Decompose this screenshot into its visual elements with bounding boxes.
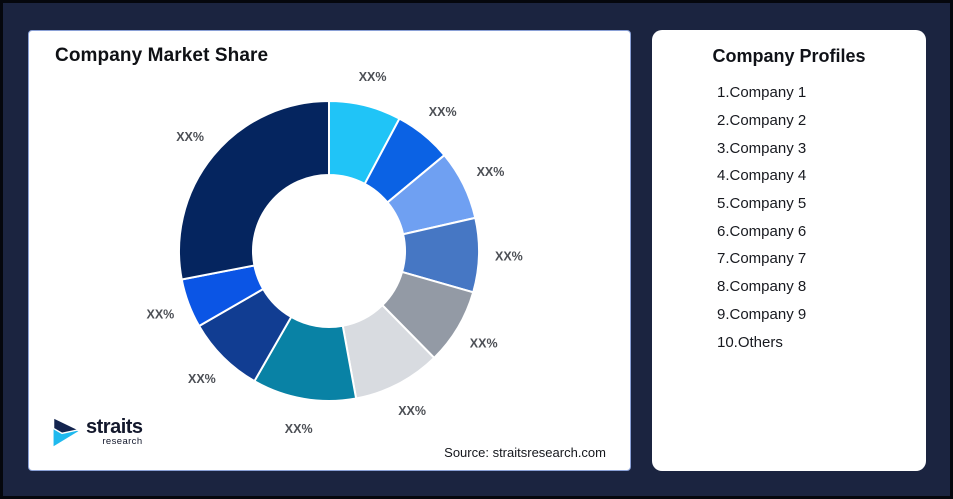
- company-list-item: 9.Company 9: [717, 305, 807, 323]
- company-list-item: 5.Company 5: [717, 195, 807, 213]
- company-list-item: 7.Company 7: [717, 250, 807, 268]
- company-list-item: 6.Company 6: [717, 222, 807, 240]
- straits-logo: straits research: [49, 416, 143, 448]
- company-list-item: 8.Company 8: [717, 278, 807, 296]
- slice-label: XX%: [429, 105, 457, 119]
- donut-chart: XX% XX% XX% XX% XX% XX% XX% XX% XX% XX%: [147, 70, 523, 436]
- slice-label: XX%: [470, 336, 498, 350]
- slice-label: XX%: [188, 372, 216, 386]
- company-list-item: 10.Others: [717, 333, 783, 351]
- company-profiles-card: Company Profiles 1.Company 1 2.Company 2 3…: [652, 30, 926, 471]
- slice-label: XX%: [495, 250, 523, 264]
- company-list-item: 3.Company 3: [717, 139, 807, 157]
- slice-label: XX%: [398, 404, 426, 418]
- company-list-item: 2.Company 2: [717, 112, 807, 130]
- company-list-item: 1.Company 1: [717, 84, 807, 102]
- company-list-item: 4.Company 4: [717, 167, 807, 185]
- chart-title: Company Market Share: [55, 45, 269, 66]
- slice-label: XX%: [477, 165, 505, 179]
- source-text: Source: straitsresearch.com: [444, 445, 606, 460]
- market-share-card: Company Market Share XX% XX% XX% XX% XX% XX% X…: [28, 30, 631, 471]
- slice-label: XX%: [176, 130, 204, 144]
- straits-logo-icon: [52, 416, 81, 447]
- company-list: 1.Company 1 2.Company 2 3.Company 3 4.Compa…: [652, 79, 926, 356]
- logo-brand-text: straits: [86, 415, 143, 438]
- profiles-title: Company Profiles: [712, 46, 866, 66]
- slice-label: XX%: [359, 70, 387, 84]
- straits-logo-text: straits research: [86, 417, 143, 447]
- slice-label: XX%: [285, 422, 313, 436]
- slice-label: XX%: [147, 308, 175, 322]
- donut-slice-others: [178, 99, 330, 281]
- logo-sub-text: research: [102, 435, 143, 447]
